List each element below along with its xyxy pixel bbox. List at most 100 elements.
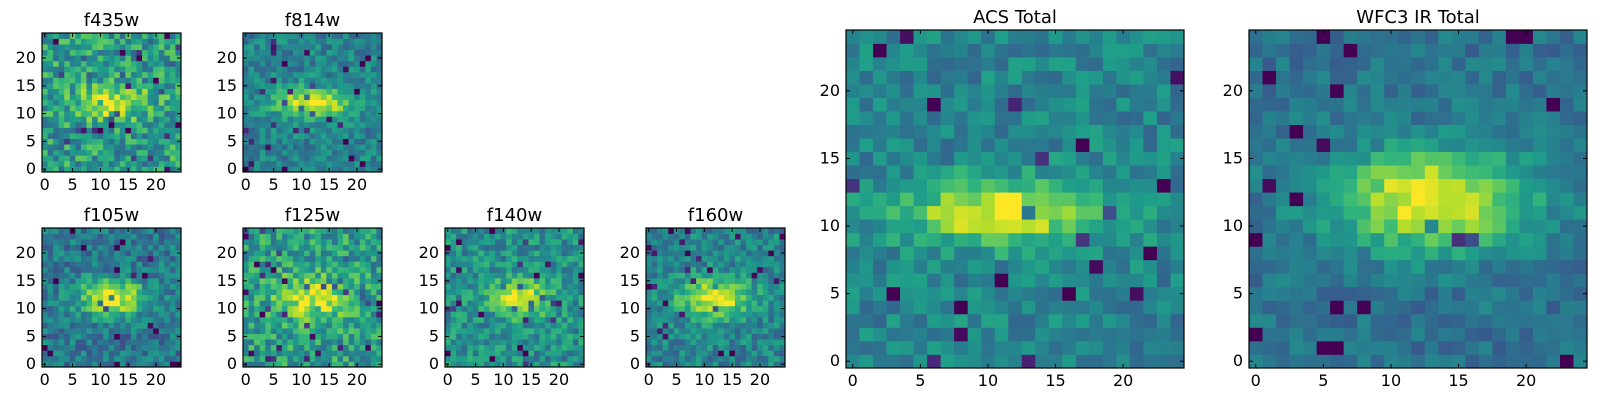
heatmap-cell — [528, 239, 535, 246]
heatmap-cell — [1156, 232, 1171, 247]
heatmap-cell — [47, 44, 54, 51]
heatmap-cell — [539, 289, 546, 296]
heatmap-cell — [370, 333, 377, 340]
heatmap-cell — [550, 250, 557, 257]
heatmap-cell — [75, 66, 82, 73]
heatmap-cell — [293, 328, 299, 334]
heatmap-cell — [567, 311, 574, 318]
heatmap-cell — [696, 266, 702, 273]
heatmap-cell — [1008, 43, 1023, 58]
heatmap-cell — [1249, 151, 1263, 166]
heatmap-cell — [646, 339, 652, 346]
heatmap-cell — [1008, 57, 1023, 71]
heatmap-cell — [354, 289, 361, 296]
heatmap-cell — [734, 261, 741, 268]
heatmap-cell — [47, 121, 54, 128]
heatmap-cell — [348, 83, 355, 89]
heatmap-cell — [478, 350, 485, 357]
heatmap-cell — [86, 55, 93, 62]
heatmap-cell — [1035, 97, 1050, 112]
heatmap-cell — [315, 322, 322, 329]
heatmap-cell — [846, 151, 860, 166]
heatmap-cell — [287, 339, 294, 346]
heatmap-cell — [298, 110, 305, 117]
heatmap-cell — [281, 311, 288, 318]
y-tick-label: 20 — [217, 48, 237, 67]
heatmap-cell — [1102, 246, 1117, 261]
heatmap-cell — [125, 160, 132, 167]
heatmap-cell — [545, 355, 551, 362]
heatmap-cell — [320, 88, 327, 95]
heatmap-cell — [142, 266, 148, 273]
heatmap-cell — [153, 144, 160, 151]
heatmap-cell — [1008, 70, 1023, 85]
heatmap-cell — [1397, 151, 1412, 166]
heatmap-cell — [136, 71, 143, 78]
heatmap-cell — [657, 294, 664, 301]
heatmap-cell — [103, 49, 110, 56]
heatmap-cell — [158, 160, 165, 167]
heatmap-cell — [1478, 219, 1493, 234]
heatmap-cell — [556, 272, 563, 279]
heatmap-cell — [276, 99, 283, 106]
heatmap-cell — [723, 350, 730, 357]
heatmap-cell — [370, 294, 377, 301]
heatmap-cell — [125, 133, 132, 139]
heatmap-cell — [243, 66, 249, 73]
heatmap-cell — [729, 278, 736, 284]
heatmap-cell — [265, 77, 272, 84]
heatmap-cell — [734, 333, 741, 340]
heatmap-cell — [561, 328, 568, 334]
heatmap-cell — [690, 305, 697, 312]
heatmap-cell — [103, 361, 110, 368]
heatmap-cell — [97, 121, 104, 128]
heatmap-cell — [136, 166, 143, 173]
heatmap-cell — [136, 333, 143, 340]
heatmap-cell — [343, 300, 349, 307]
heatmap-cell — [734, 278, 741, 284]
heatmap-cell — [175, 322, 182, 329]
heatmap-cell — [164, 38, 171, 45]
heatmap-cell — [343, 283, 349, 290]
heatmap-cell — [293, 300, 299, 307]
heatmap-cell — [545, 244, 551, 251]
heatmap-cell — [136, 322, 143, 329]
heatmap-cell — [337, 316, 344, 323]
heatmap-cell — [1062, 205, 1077, 220]
heatmap-cell — [773, 239, 780, 246]
heatmap-cell — [522, 339, 529, 346]
heatmap-cell — [42, 99, 48, 106]
heatmap-cell — [1156, 84, 1171, 98]
heatmap-cell — [506, 244, 513, 251]
heatmap-cell — [103, 294, 110, 301]
heatmap-cell — [47, 33, 54, 39]
heatmap-cell — [359, 305, 366, 312]
heatmap-cell — [158, 60, 165, 67]
heatmap-cell — [533, 361, 540, 368]
heatmap-cell — [1330, 192, 1344, 207]
heatmap-cell — [1492, 219, 1507, 234]
heatmap-cell — [80, 261, 87, 268]
heatmap-cell — [265, 344, 272, 351]
heatmap-cell — [539, 316, 546, 323]
heatmap-cell — [130, 105, 137, 112]
heatmap-cell — [450, 278, 457, 284]
x-tick-label: 20 — [347, 370, 367, 389]
heatmap-cell — [533, 316, 540, 323]
heatmap-cell — [153, 239, 160, 246]
heatmap-cell — [270, 127, 277, 134]
heatmap-cell — [1262, 327, 1277, 342]
heatmap-cell — [734, 283, 741, 290]
heatmap-cell — [97, 278, 104, 284]
heatmap-cell — [1505, 286, 1520, 301]
heatmap-cell — [572, 350, 579, 357]
heatmap-cell — [1492, 192, 1507, 207]
heatmap-cell — [472, 350, 479, 357]
heatmap-cell — [365, 233, 372, 240]
heatmap-cell — [779, 344, 786, 351]
heatmap-cell — [270, 333, 277, 340]
heatmap-cell — [359, 166, 366, 173]
heatmap-cell — [80, 99, 87, 106]
heatmap-cell — [125, 121, 132, 128]
heatmap-cell — [651, 333, 658, 340]
